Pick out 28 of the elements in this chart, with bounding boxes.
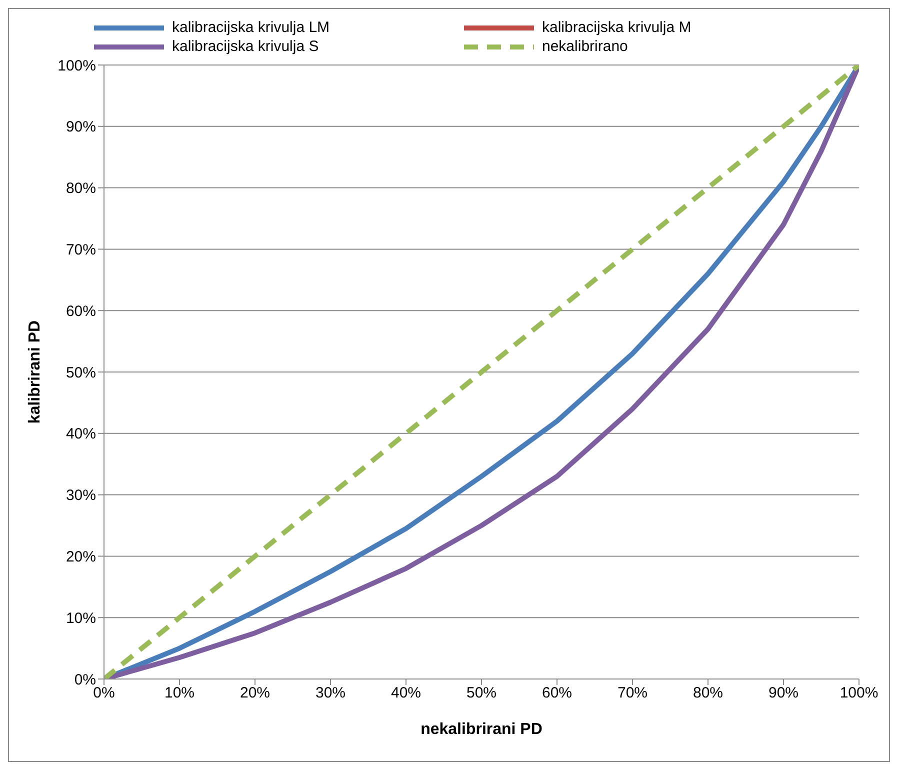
x-tick-label: 0% xyxy=(93,684,115,702)
x-tick-label: 80% xyxy=(692,684,724,702)
legend-label: nekalibrirano xyxy=(542,38,628,55)
x-tick-label: 10% xyxy=(164,684,195,702)
x-tick-label: 90% xyxy=(768,684,799,702)
y-tick-label: 100% xyxy=(58,57,96,74)
x-tick-label: 70% xyxy=(617,684,648,702)
y-tick-label: 70% xyxy=(66,242,96,259)
x-tick-label: 100% xyxy=(840,684,878,702)
y-tick-label: 40% xyxy=(66,426,96,443)
y-tick-label: 30% xyxy=(66,487,96,504)
legend-label: kalibracijska krivulja S xyxy=(172,38,319,55)
x-axis-title: nekalibrirani PD xyxy=(420,721,542,738)
y-tick-label: 10% xyxy=(66,610,96,627)
y-tick-label: 50% xyxy=(66,364,96,382)
y-tick-label: 80% xyxy=(66,180,96,198)
legend-label: kalibracijska krivulja LM xyxy=(172,19,330,36)
y-tick-label: 20% xyxy=(66,548,96,566)
x-tick-label: 40% xyxy=(390,684,422,702)
x-tick-label: 30% xyxy=(315,684,346,702)
x-tick-label: 50% xyxy=(466,684,497,702)
y-tick-label: 0% xyxy=(74,671,96,688)
y-tick-label: 90% xyxy=(66,118,96,136)
y-tick-label: 60% xyxy=(66,302,96,320)
x-tick-label: 20% xyxy=(240,684,270,702)
legend-label: kalibracijska krivulja M xyxy=(542,19,692,36)
x-tick-label: 60% xyxy=(542,684,572,702)
y-axis-title: kalibrirani PD xyxy=(26,320,44,424)
